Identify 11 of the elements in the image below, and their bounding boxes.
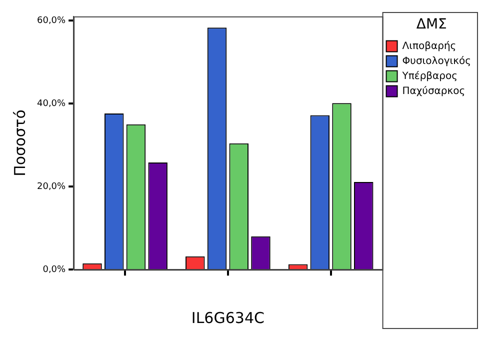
y-tick-label: 60,0% bbox=[36, 16, 66, 26]
x-axis-title: IL6G634C bbox=[191, 308, 264, 327]
legend-label: Παχύσαρκος bbox=[402, 86, 466, 97]
y-tick-label: 0,0% bbox=[42, 264, 66, 275]
legend-label: Λιποβαρής bbox=[402, 40, 456, 52]
legend-title: ΔΜΣ bbox=[416, 16, 447, 33]
y-axis-title: Ποσοστό bbox=[10, 110, 29, 176]
legend-label: Φυσιολογικός bbox=[402, 56, 472, 67]
y-tick-label: 40,0% bbox=[36, 98, 66, 109]
legend-label: Υπέρβαρος bbox=[401, 70, 458, 82]
y-tick-label: 20,0% bbox=[36, 182, 66, 192]
